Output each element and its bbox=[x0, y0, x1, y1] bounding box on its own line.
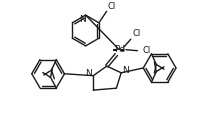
Text: N: N bbox=[85, 69, 92, 78]
Text: Cl: Cl bbox=[107, 2, 116, 11]
Text: N: N bbox=[79, 15, 86, 24]
Text: Cl: Cl bbox=[142, 46, 150, 55]
Text: N: N bbox=[123, 66, 129, 75]
Text: Cl: Cl bbox=[133, 29, 141, 38]
Text: Pd: Pd bbox=[114, 45, 125, 54]
